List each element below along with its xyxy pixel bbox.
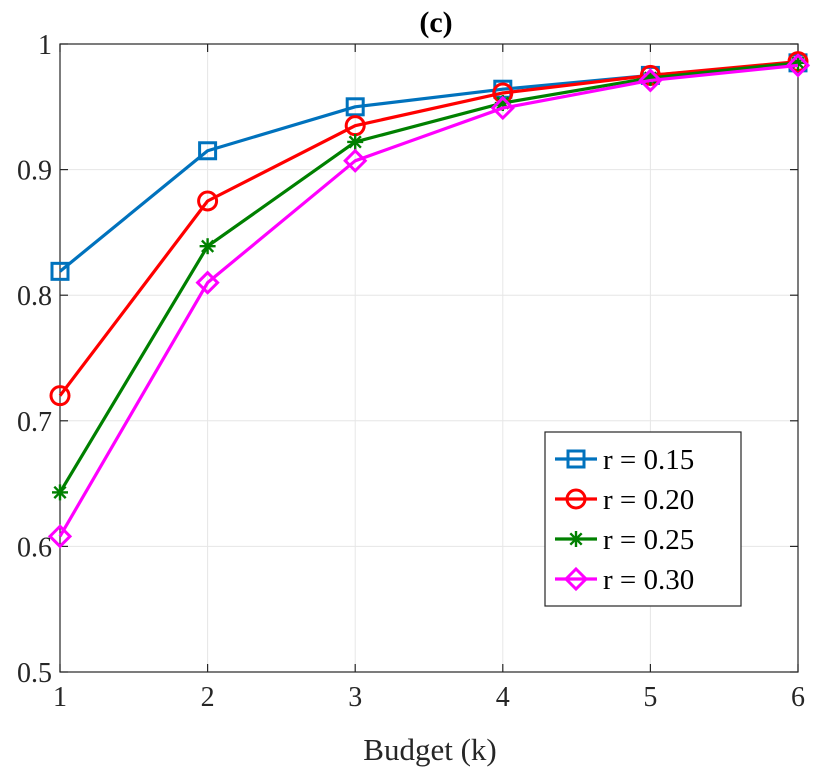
legend-label: r = 0.30 bbox=[603, 564, 694, 596]
data-point bbox=[50, 261, 70, 281]
y-tick-label: 0.7 bbox=[17, 407, 52, 438]
x-axis-title: Budget (k) bbox=[363, 732, 496, 767]
x-tick-label: 4 bbox=[496, 682, 510, 713]
data-point bbox=[47, 524, 73, 549]
y-tick-label: 0.9 bbox=[17, 156, 52, 187]
series-line bbox=[58, 61, 799, 494]
data-point bbox=[345, 97, 365, 117]
data-point bbox=[199, 238, 216, 255]
data-point bbox=[197, 190, 219, 212]
y-tick-label: 0.6 bbox=[17, 532, 52, 563]
data-point bbox=[343, 148, 368, 173]
asterisk-stroke bbox=[201, 239, 215, 253]
y-tick-label: 0.8 bbox=[17, 281, 52, 312]
x-tick-label: 5 bbox=[643, 682, 657, 713]
y-tick-label: 1 bbox=[38, 30, 52, 61]
legend-box bbox=[544, 431, 742, 607]
data-point bbox=[195, 270, 220, 295]
legend-marker bbox=[566, 449, 586, 469]
asterisk-stroke bbox=[569, 532, 583, 546]
legend-label: r = 0.15 bbox=[603, 444, 694, 476]
series-line bbox=[58, 63, 799, 538]
legend-item: r = 0.20 bbox=[555, 484, 694, 516]
plot-area-border bbox=[59, 43, 799, 673]
legend-marker bbox=[568, 531, 584, 547]
legend: r = 0.15 r = 0.20 r = 0.25 r = 0.30 bbox=[544, 431, 742, 607]
data-point bbox=[785, 53, 811, 78]
series-r-0-30 bbox=[47, 53, 811, 549]
data-point bbox=[638, 68, 663, 93]
legend-marker bbox=[563, 566, 589, 592]
data-point bbox=[52, 484, 68, 501]
axes bbox=[59, 43, 799, 673]
x-tick-label: 3 bbox=[348, 682, 362, 713]
chart-title: (c) bbox=[419, 6, 452, 39]
legend-item: r = 0.25 bbox=[555, 524, 694, 556]
data-point bbox=[198, 141, 218, 161]
x-tick-label: 1 bbox=[53, 682, 67, 713]
legend-label: r = 0.25 bbox=[603, 524, 694, 556]
x-tick-label: 2 bbox=[201, 682, 215, 713]
legend-label: r = 0.20 bbox=[603, 484, 694, 516]
y-tick-label: 0.5 bbox=[17, 658, 52, 689]
legend-item: r = 0.15 bbox=[555, 444, 694, 476]
legend-marker bbox=[565, 488, 587, 510]
data-point bbox=[49, 385, 71, 407]
asterisk-stroke bbox=[348, 135, 362, 149]
legend-item: r = 0.30 bbox=[555, 564, 694, 596]
labels-group: (c) Budget (k) 1 2 3 4 5 6 0.5 0.6 0.7 0.8 0.9 1 bbox=[17, 6, 805, 767]
series-line bbox=[58, 59, 799, 397]
data-point bbox=[490, 95, 515, 121]
series-group bbox=[47, 51, 811, 549]
asterisk-stroke bbox=[53, 485, 67, 499]
data-point bbox=[347, 133, 364, 150]
asterisk-stroke bbox=[496, 96, 510, 110]
x-tick-label: 6 bbox=[791, 682, 805, 713]
